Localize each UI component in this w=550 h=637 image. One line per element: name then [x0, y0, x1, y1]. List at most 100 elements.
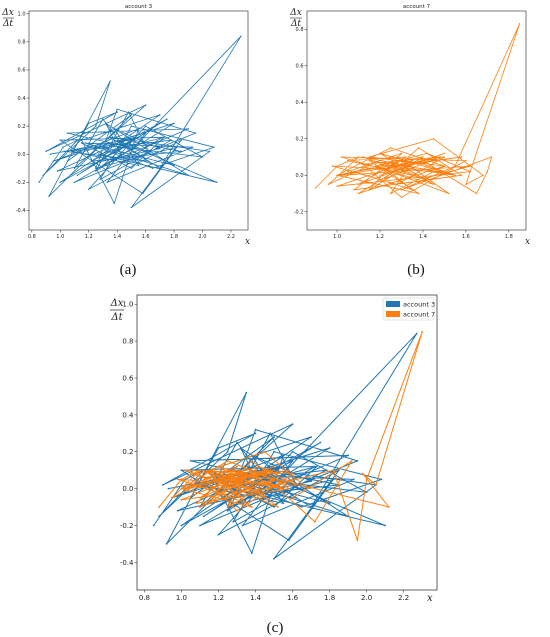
- data-point: [380, 478, 383, 481]
- data-point: [226, 506, 229, 508]
- data-point: [130, 167, 133, 169]
- data-point: [295, 484, 298, 486]
- data-point: [159, 147, 161, 150]
- data-point: [276, 506, 279, 508]
- data-point: [356, 539, 359, 542]
- data-point: [127, 111, 130, 113]
- y-label-numerator: Δx: [289, 8, 302, 18]
- data-point: [213, 146, 215, 148]
- chart-combined: 0.8 1.0 1.2 1.4 1.6 1.8 2.0 2.2 -0.4 -0.2 0.0 0.2 0.…: [110, 294, 438, 636]
- data-point: [80, 139, 83, 141]
- data-point: [475, 192, 478, 195]
- x-tick-label: 2.2: [398, 594, 409, 602]
- data-point: [411, 189, 413, 191]
- data-point: [353, 189, 355, 191]
- data-point: [144, 132, 147, 134]
- caption-b: (b): [407, 262, 425, 278]
- data-point: [217, 447, 220, 449]
- data-point: [443, 152, 446, 155]
- plot-frame: [28, 10, 249, 231]
- y-tick-label: 0.8: [296, 27, 304, 33]
- data-point: [250, 460, 253, 462]
- data-point: [426, 178, 428, 180]
- y-tick-label: 0.0: [296, 173, 304, 179]
- data-point: [176, 509, 179, 512]
- data-point: [240, 35, 242, 38]
- data-point: [245, 472, 248, 475]
- data-point: [375, 484, 377, 486]
- data-point: [314, 187, 317, 189]
- data-point: [208, 472, 211, 475]
- data-point: [171, 496, 174, 499]
- data-point: [422, 178, 424, 180]
- data-point: [362, 156, 364, 158]
- data-point: [415, 332, 418, 335]
- data-point: [374, 165, 377, 167]
- y-label-denominator: Δt: [2, 19, 13, 29]
- x-tick-label: 1.4: [419, 234, 427, 240]
- data-point: [310, 506, 312, 508]
- data-point: [199, 469, 201, 472]
- y-tick-label: 0.4: [122, 411, 134, 419]
- x-axis-label: x: [245, 237, 250, 247]
- data-point: [147, 150, 150, 153]
- x-tick-label: 1.2: [213, 594, 224, 602]
- data-point: [217, 487, 220, 490]
- y-label-denominator: Δt: [290, 19, 301, 29]
- data-point: [199, 496, 201, 499]
- x-tick-label: 0.8: [28, 234, 36, 240]
- data-point: [113, 202, 116, 205]
- data-point: [486, 170, 489, 173]
- data-point: [389, 147, 392, 149]
- data-point: [352, 478, 355, 481]
- data-point: [226, 478, 229, 481]
- data-point: [180, 150, 182, 153]
- data-point: [137, 164, 140, 167]
- data-point: [300, 506, 303, 508]
- x-axis-label: x: [427, 593, 433, 604]
- data-point: [165, 543, 168, 545]
- data-point: [232, 520, 235, 523]
- data-point: [422, 156, 424, 158]
- chart-title: account 7: [403, 4, 431, 10]
- data-point: [263, 496, 266, 499]
- data-point: [236, 465, 238, 468]
- data-point: [325, 469, 327, 472]
- data-point: [144, 125, 147, 127]
- data-point: [336, 185, 338, 187]
- data-point: [80, 142, 83, 144]
- data-point: [327, 183, 330, 186]
- data-point: [347, 159, 349, 162]
- series-group: [38, 35, 242, 209]
- data-point: [123, 146, 126, 148]
- data-point: [254, 428, 257, 431]
- x-tick-label: 2.0: [199, 234, 207, 240]
- data-point: [187, 174, 190, 177]
- data-point: [379, 174, 381, 177]
- data-point: [202, 469, 205, 472]
- data-point: [460, 174, 463, 177]
- data-point: [336, 174, 338, 177]
- data-point: [245, 391, 248, 394]
- data-point: [432, 138, 435, 140]
- data-point: [405, 156, 407, 158]
- x-tick-label: 1.6: [142, 234, 150, 240]
- data-point: [170, 139, 172, 141]
- data-point: [95, 170, 97, 172]
- y-label-denominator: Δt: [110, 312, 123, 323]
- data-point: [45, 150, 47, 153]
- data-point: [389, 192, 392, 195]
- data-point: [208, 150, 211, 153]
- data-point: [116, 111, 118, 113]
- legend-swatch-account-7: [386, 311, 400, 317]
- data-point: [76, 174, 79, 177]
- data-point: [439, 156, 441, 158]
- data-point: [167, 487, 170, 490]
- x-tick-label: 1.0: [56, 234, 64, 240]
- data-point: [133, 136, 135, 139]
- data-point: [328, 447, 331, 449]
- data-point: [291, 460, 294, 462]
- data-point: [357, 156, 360, 158]
- data-point: [400, 152, 403, 155]
